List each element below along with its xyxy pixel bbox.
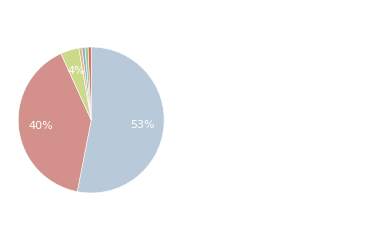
Wedge shape (79, 48, 91, 120)
Text: 4%: 4% (67, 66, 85, 76)
Wedge shape (18, 54, 91, 192)
Text: 53%: 53% (130, 120, 154, 130)
Wedge shape (61, 48, 91, 120)
Wedge shape (77, 47, 164, 193)
Text: 40%: 40% (28, 121, 53, 131)
Legend: Centre for Biodiversity
Genomics [78], Canadian Centre for DNA
Barcoding [59], M: Centre for Biodiversity Genomics [78], C… (187, 32, 342, 208)
Wedge shape (82, 47, 91, 120)
Wedge shape (85, 47, 91, 120)
Wedge shape (88, 47, 91, 120)
